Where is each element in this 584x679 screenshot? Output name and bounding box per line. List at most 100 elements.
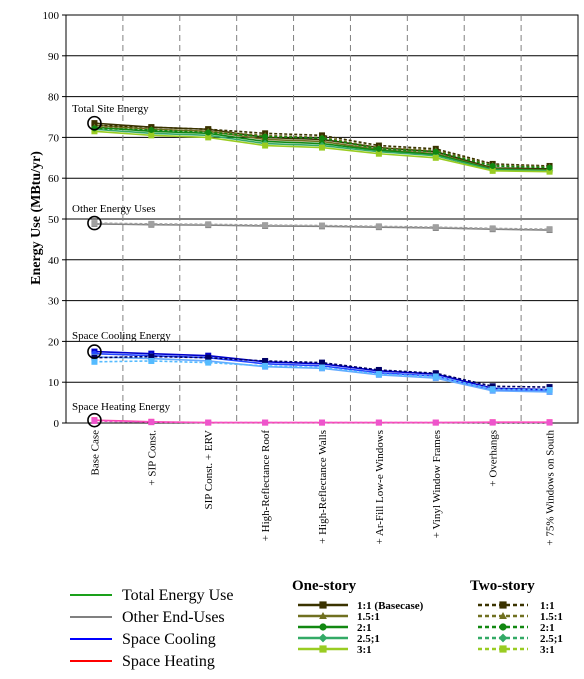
legend-two-story: Two-story 1:11.5:12:12.5;13:1 (470, 578, 563, 656)
x-category-label: + Ar-Fill Low-e Windows (374, 430, 386, 544)
annotation-label: Total Site Energy (72, 103, 149, 115)
data-point (91, 358, 98, 365)
legend-label: 1.5:1 (357, 611, 380, 623)
annotation-label: Other Energy Uses (72, 203, 156, 215)
legend-label: Other End-Uses (122, 609, 225, 626)
legend-label: Space Cooling (122, 631, 216, 648)
y-tick-label: 40 (48, 255, 60, 267)
x-category-label: + High-Reflectance Walls (317, 430, 329, 544)
y-tick-label: 0 (54, 418, 60, 430)
y-tick-label: 80 (48, 92, 60, 104)
legend-label: 1.5:1 (540, 611, 563, 623)
data-point (91, 417, 98, 424)
data-point (148, 357, 155, 364)
y-tick-label: 50 (48, 214, 60, 226)
legend-label: 3:1 (357, 644, 372, 656)
legend-marker (319, 611, 327, 619)
x-category-label: + High-Reflectance Roof (260, 430, 272, 542)
data-point (375, 150, 382, 157)
series-space-cooling-14 (91, 357, 553, 393)
circled-points-layer (87, 115, 102, 428)
data-point (432, 419, 439, 426)
series-space-heating-16 (91, 417, 553, 426)
legend-marker (499, 623, 507, 631)
data-point (205, 221, 212, 228)
y-tick-label: 90 (48, 51, 60, 63)
data-point (148, 220, 155, 227)
data-point (318, 359, 325, 366)
x-category-label: SIP Const. + ERV (203, 430, 215, 510)
y-axis-ticks: 0 10 20 30 40 50 60 70 80 90 100 (43, 10, 60, 430)
data-point (148, 132, 155, 139)
legend-label: 3:1 (540, 644, 555, 656)
x-category-label: + SIP Const. (146, 430, 158, 486)
legend-label: 2:1 (540, 622, 555, 634)
data-point (489, 162, 496, 169)
data-point (546, 386, 553, 393)
data-point (432, 224, 439, 231)
y-tick-label: 30 (48, 296, 60, 308)
x-axis-categories: Base Case + SIP Const. SIP Const. + ERV + H… (89, 430, 556, 546)
data-point (262, 362, 269, 369)
data-point (432, 373, 439, 380)
legend-marker (499, 601, 507, 609)
highlight-circle (87, 412, 102, 428)
x-category-label: + Overhangs (488, 430, 500, 487)
legend-marker (319, 623, 327, 631)
data-point (375, 371, 382, 378)
legend-marker (499, 611, 507, 619)
legend-label: 1:1 (Basecase) (357, 600, 424, 612)
data-point (205, 359, 212, 366)
data-point (318, 364, 325, 371)
data-point (205, 134, 212, 141)
legend-header: One-story (292, 578, 357, 594)
x-category-label: + 75% Windows on South (545, 430, 557, 546)
data-point (546, 164, 553, 171)
legend-label: 2.5;1 (540, 633, 563, 645)
legend-label: 1:1 (540, 600, 555, 612)
legend-marker (319, 601, 327, 609)
data-point (262, 142, 269, 149)
legend-marker (499, 645, 507, 653)
data-point (489, 167, 496, 174)
legend-marker (498, 633, 508, 643)
y-tick-label: 20 (48, 336, 60, 348)
data-point (205, 419, 212, 426)
data-point (318, 144, 325, 151)
data-point (262, 222, 269, 229)
annotation-label: Space Cooling Energy (72, 330, 171, 342)
y-axis-label: Energy Use (MBtu/yr) (29, 151, 44, 285)
legend-label: 2.5;1 (357, 633, 380, 645)
data-point (546, 226, 553, 233)
highlight-circle (87, 215, 102, 231)
legend-label: Total Energy Use (122, 587, 233, 604)
data-point (489, 386, 496, 393)
legend-label: 2:1 (357, 622, 372, 634)
data-point (148, 127, 155, 134)
data-point (375, 145, 382, 152)
data-point (432, 148, 439, 155)
data-point (489, 419, 496, 426)
data-point (375, 419, 382, 426)
data-point (432, 154, 439, 161)
x-category-label: + Vinyl Window Frames (431, 430, 443, 538)
series-other-end-uses-9 (91, 220, 553, 233)
data-point (318, 419, 325, 426)
highlight-circle (87, 344, 102, 359)
legend-label: Space Heating (122, 653, 215, 670)
data-point (489, 225, 496, 232)
legend-end-uses: Total Energy Use Other End-Uses Space Cool… (70, 587, 233, 670)
data-point (262, 419, 269, 426)
annotation-label: Space Heating Energy (72, 401, 171, 413)
y-tick-label: 60 (48, 173, 60, 185)
x-category-label: Base Case (89, 430, 101, 476)
data-point (262, 357, 269, 364)
data-point (318, 135, 325, 142)
y-tick-label: 100 (43, 10, 60, 22)
data-point (205, 129, 212, 136)
legend-header: Two-story (470, 578, 535, 594)
data-point (148, 419, 155, 426)
data-point (205, 354, 212, 361)
y-tick-label: 70 (48, 132, 60, 144)
